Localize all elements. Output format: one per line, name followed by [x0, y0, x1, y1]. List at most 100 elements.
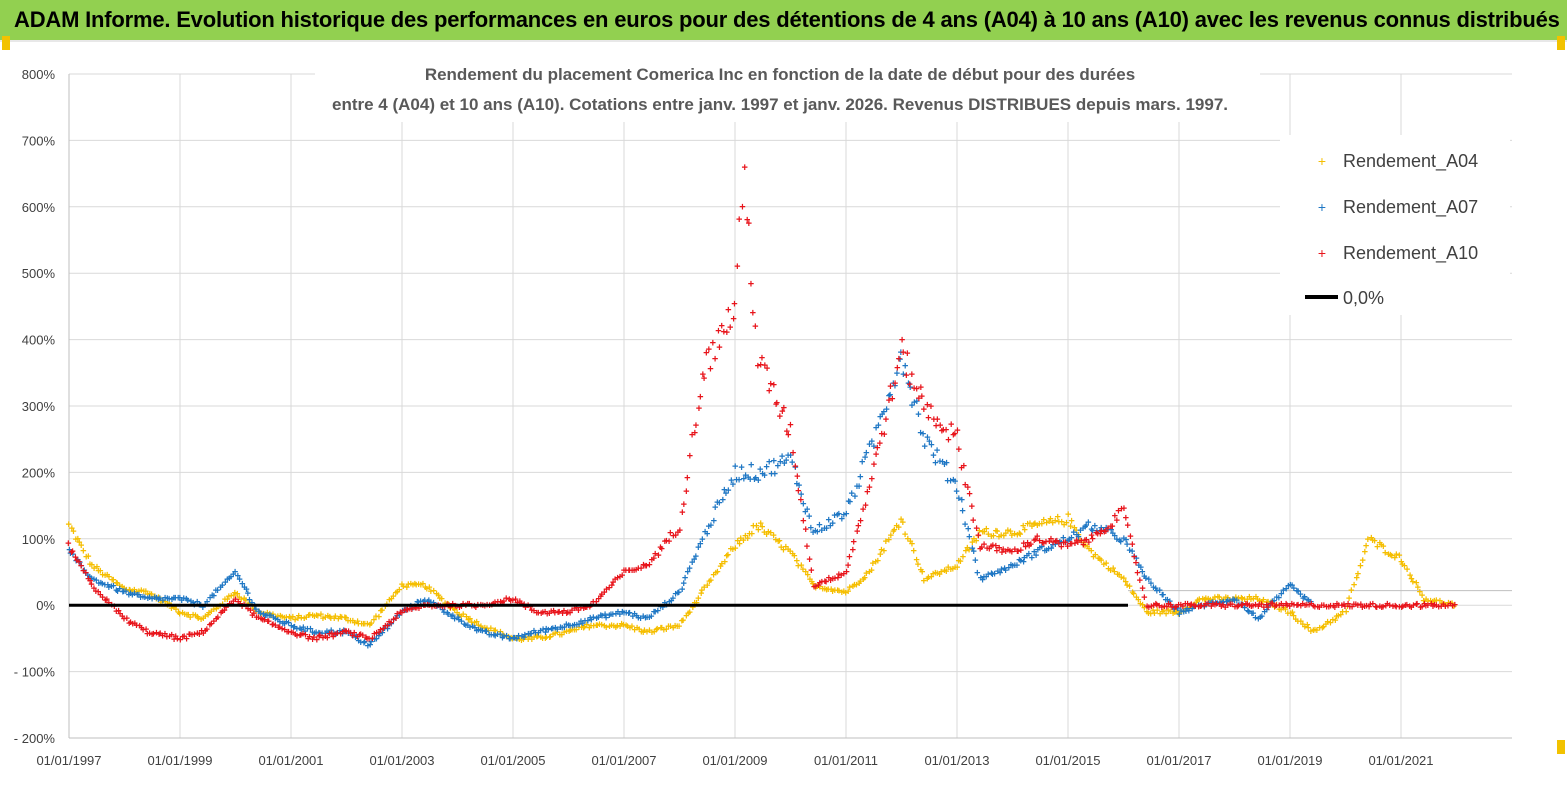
point-a04: +: [1173, 606, 1179, 618]
point-a04: +: [467, 613, 473, 625]
point-a07: +: [209, 590, 215, 602]
point-a07: +: [1198, 600, 1204, 612]
point-a07: +: [763, 461, 769, 473]
point-a10: +: [347, 628, 353, 640]
point-a07: +: [697, 539, 703, 551]
point-a10: +: [1452, 599, 1458, 611]
point-a10: +: [232, 594, 238, 606]
point-a04: +: [598, 620, 604, 632]
point-a04: +: [1413, 577, 1419, 589]
point-a07: +: [545, 625, 551, 637]
point-a10: +: [200, 628, 206, 640]
point-a04: +: [907, 536, 913, 548]
point-a07: +: [1259, 611, 1265, 623]
point-a07: +: [898, 347, 904, 359]
point-a10: +: [538, 608, 544, 620]
point-a04: +: [557, 630, 563, 642]
point-a07: +: [800, 499, 806, 511]
point-a04: +: [307, 610, 313, 622]
point-a10: +: [877, 438, 883, 450]
point-a04: +: [394, 586, 400, 598]
point-a10: +: [736, 214, 742, 226]
point-a04: +: [728, 544, 734, 556]
point-a07: +: [1174, 603, 1180, 615]
point-a10: +: [189, 630, 195, 642]
point-a10: +: [292, 629, 298, 641]
point-a04: +: [367, 620, 373, 632]
point-a04: +: [405, 579, 411, 591]
point-a07: +: [1195, 600, 1201, 612]
point-a10: +: [382, 621, 388, 633]
point-a07: +: [361, 637, 367, 649]
point-a04: +: [264, 608, 270, 620]
point-a10: +: [1404, 600, 1410, 612]
point-a04: +: [87, 559, 93, 571]
point-a04: +: [1399, 559, 1405, 571]
point-a07: +: [1280, 585, 1286, 597]
point-a10: +: [373, 628, 379, 640]
series-a07: ++++++++++++++++++++++++++++++++++++++++…: [66, 347, 1314, 652]
point-a04: +: [386, 594, 392, 606]
point-a07: +: [752, 473, 758, 485]
point-a10: +: [409, 604, 415, 616]
point-a07: +: [268, 610, 274, 622]
point-a07: +: [322, 628, 328, 640]
point-a07: +: [934, 445, 940, 457]
point-a10: +: [1009, 547, 1015, 559]
point-a04: +: [679, 615, 685, 627]
point-a04: +: [590, 621, 596, 633]
point-a04: +: [1201, 594, 1207, 606]
point-a04: +: [1034, 520, 1040, 532]
point-a07: +: [1167, 596, 1173, 608]
point-a07: +: [843, 509, 849, 521]
point-a04: +: [195, 613, 201, 625]
point-a04: +: [181, 609, 187, 621]
point-a04: +: [85, 551, 91, 563]
point-a10: +: [707, 363, 713, 375]
point-a07: +: [162, 593, 168, 605]
point-a10: +: [706, 344, 712, 356]
point-a04: +: [971, 534, 977, 546]
point-a04: +: [877, 549, 883, 561]
point-a07: +: [479, 626, 485, 638]
point-a07: +: [969, 543, 975, 555]
point-a10: +: [191, 629, 197, 641]
point-a07: +: [841, 510, 847, 522]
point-a10: +: [950, 429, 956, 441]
point-a10: +: [1188, 599, 1194, 611]
point-a07: +: [1252, 613, 1258, 625]
point-a07: +: [1131, 551, 1137, 563]
point-a10: +: [746, 218, 752, 230]
point-a04: +: [322, 612, 328, 624]
point-a10: +: [334, 628, 340, 640]
point-a10: +: [909, 369, 915, 381]
point-a04: +: [1407, 570, 1413, 582]
point-a10: +: [1255, 601, 1261, 613]
point-a10: +: [149, 629, 155, 641]
point-a04: +: [713, 568, 719, 580]
point-a04: +: [1103, 558, 1109, 570]
point-a10: +: [376, 627, 382, 639]
point-a10: +: [869, 474, 875, 486]
point-a10: +: [635, 563, 641, 575]
point-a10: +: [621, 565, 627, 577]
point-a07: +: [1146, 574, 1152, 586]
point-a04: +: [422, 582, 428, 594]
point-a10: +: [196, 629, 202, 641]
point-a07: +: [1085, 517, 1091, 529]
point-a10: +: [198, 626, 204, 638]
point-a04: +: [623, 620, 629, 632]
point-a10: +: [1007, 546, 1013, 558]
point-a04: +: [531, 632, 537, 644]
point-a04: +: [1398, 556, 1404, 568]
point-a07: +: [78, 561, 84, 573]
point-a04: +: [1451, 601, 1457, 613]
point-a04: +: [1308, 626, 1314, 638]
point-a07: +: [1283, 584, 1289, 596]
point-a07: +: [751, 474, 757, 486]
point-a04: +: [763, 529, 769, 541]
point-a10: +: [251, 608, 257, 620]
point-a10: +: [1431, 600, 1437, 612]
point-a04: +: [1165, 605, 1171, 617]
point-a10: +: [845, 560, 851, 572]
